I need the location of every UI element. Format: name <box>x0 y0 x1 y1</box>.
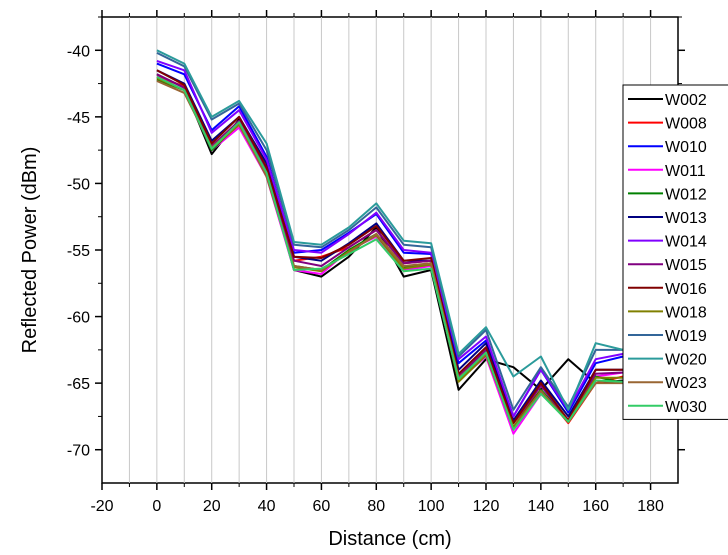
legend-label: W002 <box>665 92 707 109</box>
x-tick-label: 0 <box>152 498 161 515</box>
y-axis-title: Reflected Power (dBm) <box>19 147 41 354</box>
legend-label: W012 <box>665 186 707 203</box>
legend-label: W008 <box>665 116 707 133</box>
series-line-w010 <box>156 62 651 418</box>
y-tick-label: -60 <box>67 310 90 327</box>
legend-label: W030 <box>665 399 707 416</box>
legend-label: W013 <box>665 210 707 227</box>
legend-label: W014 <box>665 234 707 251</box>
legend: W002 W008 W010 W011 W012 W013 W014 W015 W016 W018… <box>622 84 728 420</box>
series-lines <box>156 49 651 435</box>
x-tick-label: 160 <box>582 498 609 515</box>
x-tick-label: 60 <box>313 498 331 515</box>
series-line-w020 <box>156 49 651 411</box>
x-tick-label: 140 <box>528 498 555 515</box>
legend-label: W015 <box>665 257 707 274</box>
y-tick-label: -65 <box>67 376 90 393</box>
x-tick-label: 180 <box>637 498 664 515</box>
legend-label: W016 <box>665 281 707 298</box>
x-tick-label: 20 <box>203 498 221 515</box>
x-tick-label: -20 <box>90 498 113 515</box>
y-tick-label: -45 <box>67 110 90 127</box>
series-line-w019 <box>156 52 651 411</box>
x-axis-title: Distance (cm) <box>328 528 451 550</box>
legend-label: W018 <box>665 304 707 321</box>
x-tick-label: 100 <box>418 498 445 515</box>
legend-label: W020 <box>665 352 707 369</box>
y-tick-label: -70 <box>67 443 90 460</box>
series-line-w002 <box>156 73 651 391</box>
legend-label: W019 <box>665 328 707 345</box>
legend-label: W023 <box>665 375 707 392</box>
axes: -20 0 20 40 60 80 100 120 140 160 180 -40 -45 -50 -55 -… <box>67 10 685 515</box>
x-tick-label: 120 <box>473 498 500 515</box>
x-tick-label: 80 <box>367 498 385 515</box>
legend-box <box>622 84 728 420</box>
legend-label: W010 <box>665 139 707 156</box>
legend-label: W011 <box>665 163 706 180</box>
x-tick-label: 40 <box>258 498 276 515</box>
series-line-w030 <box>156 76 651 431</box>
y-tick-label: -40 <box>67 43 90 60</box>
y-tick-label: -55 <box>67 243 90 260</box>
y-tick-label: -50 <box>67 176 90 193</box>
